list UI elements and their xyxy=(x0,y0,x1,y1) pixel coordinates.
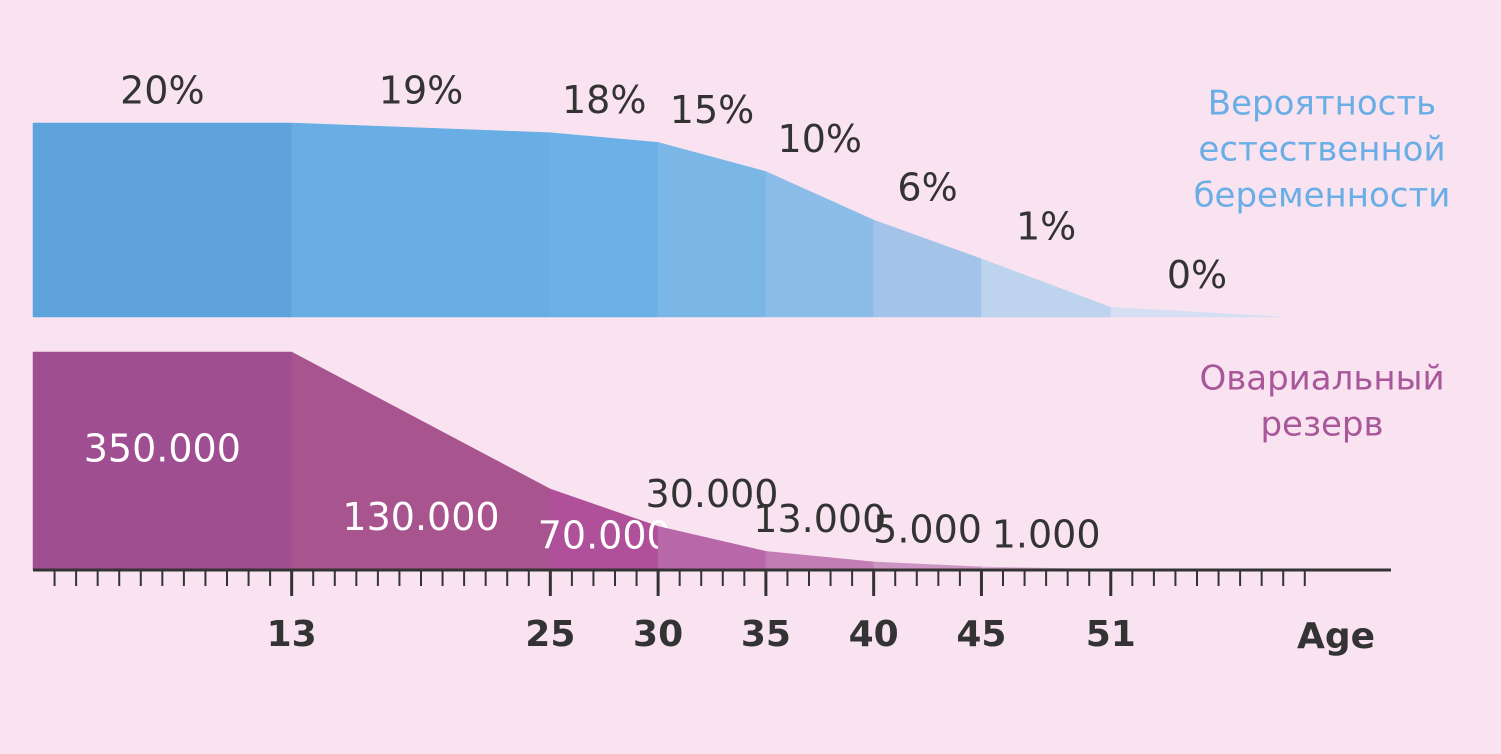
x-tick-label: 13 xyxy=(267,614,317,655)
value-label: 15% xyxy=(670,88,754,132)
series-label: беременности xyxy=(1194,176,1451,216)
value-label: 20% xyxy=(120,69,204,113)
area-band xyxy=(765,551,874,571)
x-tick-label: 25 xyxy=(525,614,575,655)
value-label: 13.000 xyxy=(753,497,886,541)
value-label: 0% xyxy=(1167,253,1227,297)
value-label: 30.000 xyxy=(646,472,779,516)
area-band xyxy=(765,171,874,318)
x-tick-label: 40 xyxy=(849,614,899,655)
x-tick-label: 30 xyxy=(633,614,683,655)
value-label: 70.000 xyxy=(538,514,671,558)
series-label: резерв xyxy=(1260,405,1383,445)
series-label: Вероятность xyxy=(1208,84,1436,124)
area-band xyxy=(657,526,767,571)
series-label: Овариальный xyxy=(1199,359,1444,399)
value-label: 350.000 xyxy=(84,427,241,471)
area-band xyxy=(1110,307,1284,318)
area-band xyxy=(291,122,551,318)
area-band xyxy=(981,258,1112,318)
x-tick-label: 35 xyxy=(741,614,791,655)
value-label: 1.000 xyxy=(992,512,1101,556)
area-band xyxy=(32,122,292,318)
x-tick-label: 51 xyxy=(1086,614,1136,655)
area-band xyxy=(657,142,767,318)
x-tick-label: 45 xyxy=(956,614,1006,655)
x-axis-label: Age xyxy=(1297,616,1375,657)
area-band xyxy=(873,219,982,318)
value-label: 19% xyxy=(379,69,463,113)
area-band xyxy=(550,132,659,318)
value-label: 5.000 xyxy=(873,507,982,551)
value-label: 6% xyxy=(897,166,957,210)
value-label: 1% xyxy=(1016,204,1076,248)
value-label: 18% xyxy=(562,78,646,122)
value-label: 130.000 xyxy=(342,495,499,539)
series-label: естественной xyxy=(1198,130,1445,170)
value-label: 10% xyxy=(778,117,862,161)
